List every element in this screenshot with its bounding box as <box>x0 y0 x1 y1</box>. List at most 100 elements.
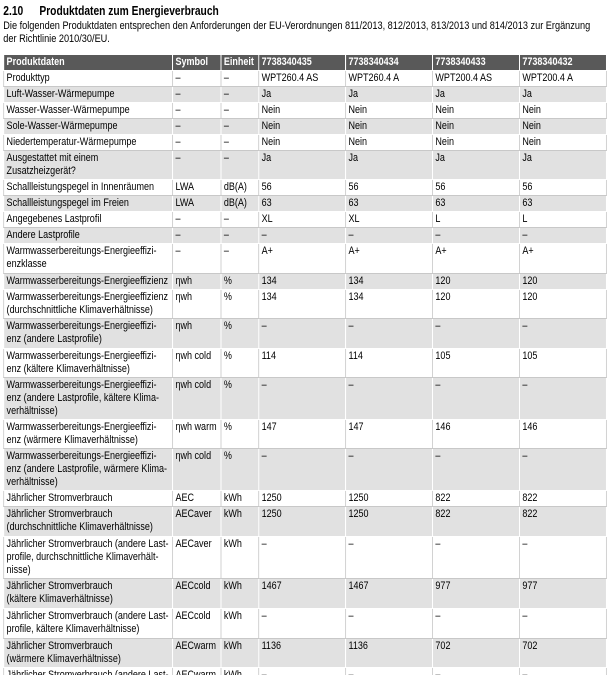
table-row: Warmwasserbereitungs-Energieeffizi- enz … <box>3 318 607 349</box>
table-row: Warmwasserbereitungs-Energieeffizi- enz … <box>3 448 607 491</box>
table-cell: Jährlicher Stromverbrauch (kältere Klima… <box>3 578 174 609</box>
table-cell: WPT260.4 A <box>345 70 433 87</box>
table-cell: – <box>519 608 607 639</box>
table-cell: – <box>220 211 260 228</box>
table-cell: XL <box>345 211 433 228</box>
table-cell: ηwh <box>172 289 222 319</box>
table-cell: – <box>432 377 520 420</box>
table-cell: Ja <box>258 86 347 103</box>
table-cell: Nein <box>432 134 520 151</box>
table-row: Jährlicher Stromverbrauch (kältere Klima… <box>3 578 607 609</box>
table-row: Jährlicher Stromverbrauch (wärmere Klima… <box>3 638 607 668</box>
table-cell: Ausgestattet mit einem Zusatzheizgerät? <box>3 150 174 180</box>
table-cell: % <box>220 289 260 319</box>
table-cell: Warmwasserbereitungs-Energieeffizi- enz … <box>3 419 174 449</box>
table-cell: Ja <box>345 86 433 103</box>
table-cell: Nein <box>519 118 607 135</box>
table-cell: Nein <box>519 134 607 151</box>
table-cell: 63 <box>345 195 433 212</box>
table-cell: ηwh <box>172 318 222 349</box>
table-row: Warmwasserbereitungs-Energieeffizi- enz … <box>3 419 607 449</box>
column-header: 7738340434 <box>345 54 433 71</box>
table-cell: 1250 <box>258 506 347 537</box>
table-cell: kWh <box>220 608 260 639</box>
table-cell: – <box>519 377 607 420</box>
table-cell: 56 <box>519 179 607 196</box>
table-cell: 56 <box>432 179 520 196</box>
table-row: Andere Lastprofile – – – – – – <box>3 227 607 244</box>
table-cell: 1250 <box>345 506 433 537</box>
table-cell: 120 <box>519 289 607 319</box>
table-cell: Nein <box>345 102 433 119</box>
table-cell: ηwh cold <box>172 377 222 420</box>
table-cell: Nein <box>258 102 347 119</box>
table-cell: – <box>220 70 260 87</box>
table-cell: % <box>220 419 260 449</box>
table-cell: kWh <box>220 490 260 507</box>
table-cell: – <box>220 134 260 151</box>
table-cell: AECwarm <box>172 638 222 668</box>
table-cell: Jährlicher Stromverbrauch (andere Last- … <box>3 608 174 639</box>
table-cell: Schallleistungspegel in Innenräumen <box>3 179 174 196</box>
table-cell: ηwh cold <box>172 348 222 378</box>
table-cell: 56 <box>258 179 347 196</box>
table-cell: – <box>220 150 260 180</box>
table-cell: 1467 <box>345 578 433 609</box>
table-row: Warmwasserbereitungs-Energieeffizienz (d… <box>3 289 607 319</box>
table-cell: – <box>519 448 607 491</box>
table-cell: Jährlicher Stromverbrauch <box>3 490 174 507</box>
table-cell: Nein <box>432 118 520 135</box>
table-cell: Ja <box>432 150 520 180</box>
table-cell: 1250 <box>258 490 347 507</box>
table-cell: – <box>345 608 433 639</box>
table-cell: 1467 <box>258 578 347 609</box>
section-title: Produktdaten zum Energieverbrauch <box>39 4 219 18</box>
table-cell: WPT200.4 A <box>519 70 607 87</box>
table-cell: Warmwasserbereitungs-Energieeffizienz <box>3 273 174 290</box>
table-cell: 134 <box>345 273 433 290</box>
table-cell: kWh <box>220 506 260 537</box>
table-cell: 822 <box>519 506 607 537</box>
table-cell: A+ <box>432 243 520 274</box>
table-cell: Schallleistungspegel im Freien <box>3 195 174 212</box>
table-cell: – <box>220 102 260 119</box>
table-cell: – <box>258 318 347 349</box>
table-cell: – <box>220 86 260 103</box>
table-row: Niedertemperatur-Wärmepumpe – – Nein Nein Nei… <box>3 134 607 151</box>
table-cell: % <box>220 377 260 420</box>
table-cell: Nein <box>432 102 520 119</box>
table-row: Warmwasserbereitungs-Energieeffizi- enz … <box>3 348 607 378</box>
product-table: Produktdaten Symbol Einheit 7738340435 77383… <box>3 54 607 675</box>
table-cell: AECaver <box>172 506 222 537</box>
table-cell: Jährlicher Stromverbrauch (durchschnittl… <box>3 506 174 537</box>
column-header: 7738340432 <box>519 54 607 71</box>
table-row: Jährlicher Stromverbrauch AEC kWh 1250 1250 8… <box>3 490 607 507</box>
table-cell: AECaver <box>172 536 222 579</box>
table-cell: – <box>172 227 222 244</box>
table-row: Ausgestattet mit einem Zusatzheizgerät? –… <box>3 150 607 180</box>
table-cell: AECcold <box>172 608 222 639</box>
table-cell: – <box>220 243 260 274</box>
table-cell: – <box>432 227 520 244</box>
table-cell: XL <box>258 211 347 228</box>
table-row: Jährlicher Stromverbrauch (andere Last- … <box>3 536 607 579</box>
table-row: Jährlicher Stromverbrauch (andere Last- … <box>3 667 607 675</box>
table-cell: – <box>172 134 222 151</box>
table-cell: – <box>345 318 433 349</box>
table-cell: – <box>258 667 347 675</box>
table-cell: – <box>172 211 222 228</box>
table-cell: Jährlicher Stromverbrauch (andere Last- … <box>3 667 174 675</box>
table-cell: % <box>220 448 260 491</box>
table-row: Sole-Wasser-Wärmepumpe – – Nein Nein Nein Nein <box>3 118 607 135</box>
table-cell: AECwarm <box>172 667 222 675</box>
table-cell: Warmwasserbereitungs-Energieeffizienz (d… <box>3 289 174 319</box>
table-row: Schallleistungspegel in Innenräumen LWA dB… <box>3 179 607 196</box>
table-cell: 63 <box>258 195 347 212</box>
table-cell: 120 <box>519 273 607 290</box>
table-cell: kWh <box>220 536 260 579</box>
table-cell: AECcold <box>172 578 222 609</box>
table-cell: Niedertemperatur-Wärmepumpe <box>3 134 174 151</box>
table-cell: – <box>172 243 222 274</box>
table-row: Warmwasserbereitungs-Energieeffizi- enzk… <box>3 243 607 274</box>
